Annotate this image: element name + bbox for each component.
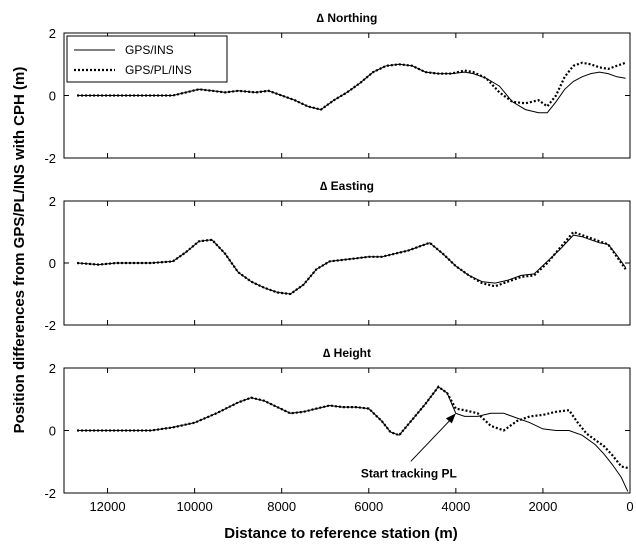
y-tick-label: -2 (44, 151, 56, 166)
y-tick-label: 2 (49, 361, 56, 376)
panel-2: ∆ Easting 2 0 -2 (44, 179, 631, 333)
series-line-gps-pl-ins (77, 385, 629, 470)
y-axis-label: Position differences from GPS/PL/INS wit… (11, 67, 28, 434)
chart-panels: ∆ Northing 2 0 -2 ∆ Easting 2 0 -2 ∆ Height 2 0 -2 S… (44, 11, 633, 514)
legend-box (66, 35, 228, 83)
series-line-gps-ins (77, 234, 627, 295)
x-tick-label: 8000 (267, 499, 296, 514)
panel-title: ∆ Height (323, 346, 371, 360)
y-tick-label: 2 (49, 194, 56, 209)
legend-label: GPS/PL/INS (125, 63, 192, 77)
annotation-arrowhead (445, 413, 456, 424)
y-tick-label: 0 (49, 256, 56, 271)
y-tick-label: 2 (49, 26, 56, 41)
y-tick-label: -2 (44, 318, 56, 333)
x-axis-label: Distance to reference station (m) (224, 525, 457, 542)
annotation-label: Start tracking PL (361, 466, 457, 480)
panel-title: ∆ Easting (320, 179, 374, 193)
legend: GPS/INS GPS/PL/INS (66, 35, 228, 83)
series-line-gps-pl-ins (77, 61, 626, 111)
legend-label: GPS/INS (125, 43, 174, 57)
annotation-arrow (410, 417, 453, 462)
series-line-gps-pl-ins (77, 230, 627, 296)
x-tick-label: 2000 (528, 499, 557, 514)
y-tick-label: -2 (44, 486, 56, 501)
panel-title: ∆ Northing (317, 11, 378, 25)
x-tick-label: 6000 (354, 499, 383, 514)
panel-3: ∆ Height 2 0 -2 Start tracking PL (44, 346, 631, 501)
y-tick-label: 0 (49, 89, 56, 104)
panel-1: ∆ Northing 2 0 -2 (44, 11, 631, 166)
x-tick-label: 12000 (89, 499, 125, 514)
x-tick-label: 10000 (177, 499, 213, 514)
x-tick-label: 0 (626, 499, 633, 514)
y-tick-label: 0 (49, 424, 56, 439)
series-line-gps-ins (77, 386, 629, 492)
x-tick-label: 4000 (441, 499, 470, 514)
